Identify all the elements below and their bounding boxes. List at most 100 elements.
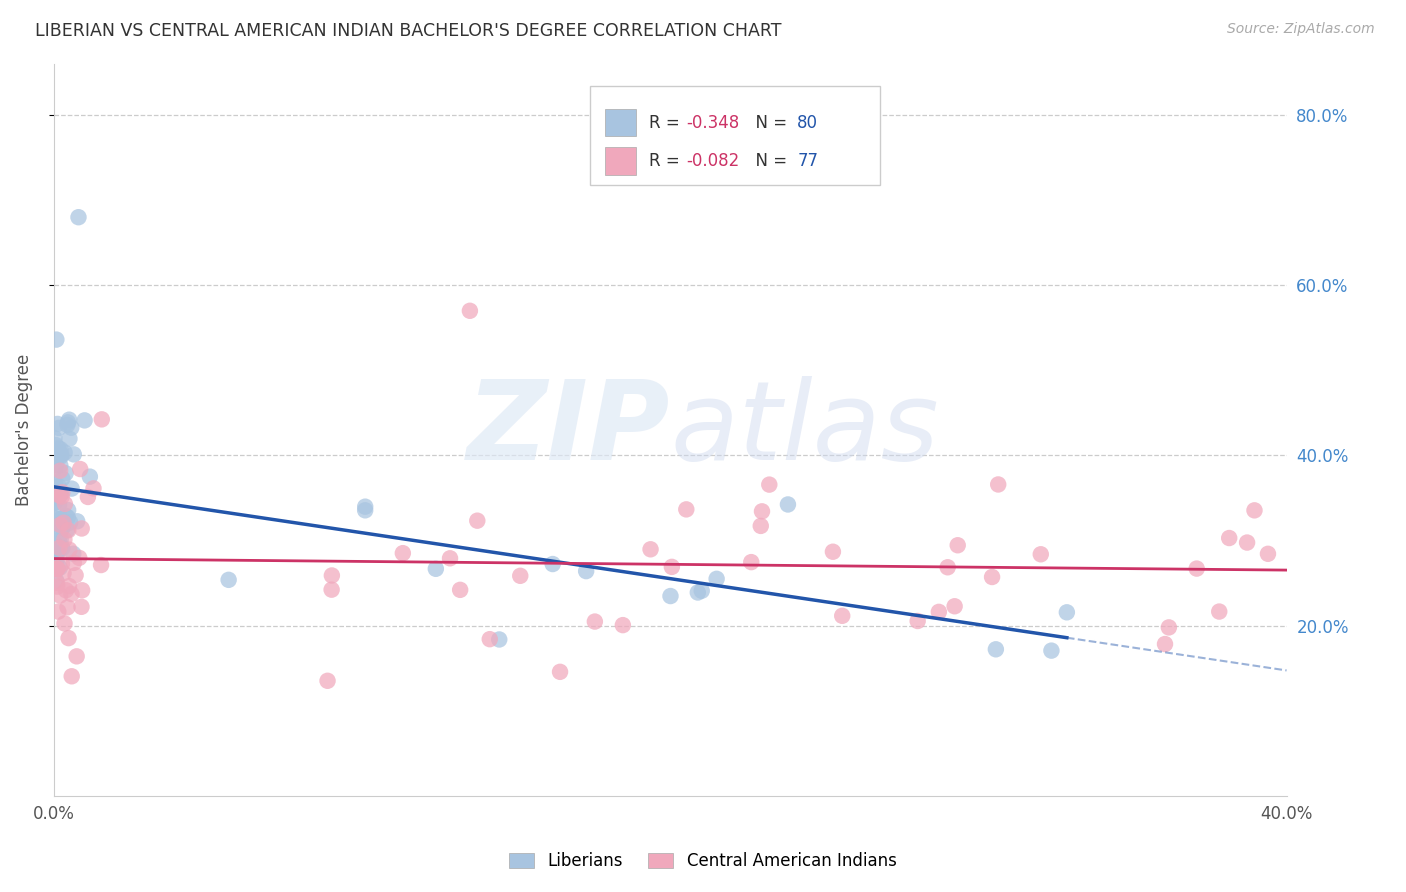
Point [48,560,70,574]
Point [45,575,67,590]
Point [90,412,112,426]
Point [67,211,90,225]
Point [575,564,598,578]
Point [49,449,72,463]
Point [46,545,69,559]
Point [49,448,72,462]
Point [45,484,67,499]
Point [661,560,683,574]
Point [60,482,83,496]
Text: 80: 80 [797,113,818,132]
Point [46,417,69,431]
Point [465,514,488,528]
Point [83,482,105,496]
Point [60,669,83,683]
Point [53,616,76,631]
Point [51,485,73,500]
Point [316,673,339,688]
Bar [605,109,636,136]
Point [56,600,79,615]
Point [1218,531,1240,545]
Point [48,445,70,459]
Point [488,632,510,647]
Point [821,545,844,559]
Point [612,618,634,632]
Point [46,512,69,526]
Point [321,568,343,582]
Point [79,469,101,483]
Point [69,462,91,476]
Point [751,504,773,518]
Text: -0.348: -0.348 [686,113,740,132]
Point [44,461,66,475]
Point [53,445,76,459]
Bar [605,147,636,176]
Point [46,441,69,455]
Point [943,599,966,614]
Point [946,538,969,552]
Point [425,562,447,576]
Point [509,569,531,583]
Point [66,649,89,664]
Point [45,333,67,347]
Point [51,512,73,526]
Point [49,512,72,526]
Point [981,570,1004,584]
Point [44,537,66,551]
Point [686,585,709,599]
Point [984,642,1007,657]
Text: -0.082: -0.082 [686,153,740,170]
Point [48,541,70,555]
Text: N =: N = [745,113,793,132]
Point [60,587,83,601]
Point [49,487,72,501]
Point [831,608,853,623]
Point [218,573,240,587]
Point [45,485,67,500]
Point [907,614,929,628]
Text: ZIP: ZIP [467,376,671,483]
Point [1154,637,1177,651]
Point [675,502,697,516]
Point [56,417,79,432]
Point [49,533,72,547]
Point [659,589,682,603]
Point [52,520,75,534]
Point [70,521,93,535]
Point [690,583,713,598]
Point [46,491,69,505]
Point [928,605,950,619]
Point [46,562,69,576]
Point [45,445,67,459]
Point [60,420,83,434]
Point [59,516,82,530]
Point [49,589,72,603]
Point [46,485,69,500]
Point [548,665,571,679]
Point [62,547,84,561]
Text: N =: N = [745,153,793,170]
Point [46,544,69,558]
Point [56,510,79,524]
Legend: Liberians, Central American Indians: Liberians, Central American Indians [503,846,903,877]
Point [56,416,79,430]
Point [67,550,90,565]
Point [58,579,80,593]
Point [46,580,69,594]
Point [70,583,93,598]
Point [1236,535,1258,549]
Point [392,546,415,560]
Point [987,477,1010,491]
Point [55,583,77,598]
Point [46,544,69,558]
Text: LIBERIAN VS CENTRAL AMERICAN INDIAN BACHELOR'S DEGREE CORRELATION CHART: LIBERIAN VS CENTRAL AMERICAN INDIAN BACH… [35,22,782,40]
Point [44,477,66,491]
Point [53,497,76,511]
Point [640,542,662,557]
Point [1157,620,1180,634]
Point [45,458,67,472]
Point [49,464,72,478]
Point [48,479,70,493]
Point [51,523,73,537]
Point [1243,503,1265,517]
